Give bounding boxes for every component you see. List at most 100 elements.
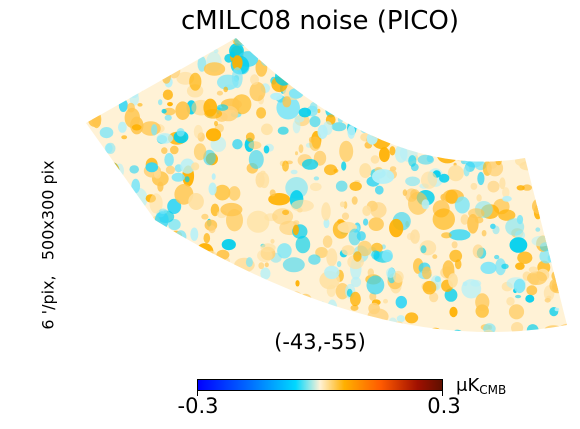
noise-blob (332, 40, 337, 46)
noise-blob (86, 283, 87, 292)
noise-blob (79, 50, 86, 55)
noise-blob (493, 71, 502, 80)
noise-blob (223, 266, 232, 276)
noise-blob (140, 221, 146, 228)
noise-blob (449, 306, 458, 318)
noise-blob (525, 38, 549, 50)
noise-blob (448, 115, 458, 125)
noise-blob (282, 257, 305, 273)
noise-blob (395, 79, 413, 94)
noise-blob (168, 219, 181, 231)
noise-blob (131, 178, 141, 194)
noise-blob (537, 87, 556, 108)
noise-blob (535, 227, 541, 232)
noise-blob (465, 140, 487, 157)
noise-blob (167, 102, 173, 107)
noise-blob (447, 165, 464, 182)
noise-blob (126, 28, 133, 34)
noise-blob (191, 162, 200, 171)
noise-blob (291, 199, 314, 212)
noise-blob (420, 245, 427, 254)
noise-blob (118, 98, 128, 112)
noise-blob (95, 267, 103, 275)
noise-blob (157, 282, 170, 300)
noise-blob (194, 295, 199, 304)
noise-blob (478, 110, 488, 121)
noise-blob (309, 304, 324, 323)
noise-blob (263, 145, 270, 154)
noise-blob (270, 238, 275, 244)
noise-blob (528, 266, 538, 273)
noise-blob (86, 63, 107, 79)
noise-blob (110, 297, 123, 313)
noise-blob (420, 62, 426, 69)
noise-blob (545, 125, 562, 145)
noise-blob (331, 122, 347, 132)
noise-blob (174, 38, 180, 39)
noise-blob (421, 199, 430, 210)
noise-blob (135, 70, 146, 81)
noise-blob (511, 127, 519, 133)
noise-blob (454, 196, 470, 214)
noise-blob (445, 189, 458, 205)
noise-blob (99, 165, 109, 182)
noise-blob (381, 249, 393, 262)
noise-blob (114, 241, 124, 256)
noise-blob (103, 206, 110, 217)
noise-blob (485, 53, 493, 61)
noise-blob (464, 133, 482, 147)
noise-blob (296, 49, 305, 58)
noise-blob (521, 42, 532, 54)
noise-blob (214, 269, 228, 280)
noise-blob (221, 239, 236, 251)
noise-blob (525, 294, 535, 303)
noise-blob (443, 91, 450, 101)
noise-blob (271, 38, 279, 44)
noise-blob (164, 153, 174, 167)
noise-blob (176, 274, 190, 283)
noise-blob (251, 312, 259, 320)
noise-blob (340, 32, 345, 36)
noise-blob (125, 216, 137, 227)
noise-blob (527, 53, 540, 63)
unit-subscript: CMB (479, 383, 507, 397)
noise-blob (147, 321, 158, 332)
noise-blob (449, 329, 466, 332)
noise-blob (483, 323, 496, 332)
noise-blob (547, 199, 553, 205)
noise-blob (86, 195, 93, 210)
noise-blob (441, 232, 452, 239)
noise-blob (130, 71, 148, 84)
noise-blob (106, 63, 116, 78)
noise-blob (516, 185, 525, 191)
noise-blob (206, 250, 217, 261)
noise-blob (169, 259, 182, 267)
noise-blob (370, 77, 374, 81)
noise-blob (175, 101, 191, 120)
noise-blob (551, 62, 562, 75)
noise-blob (402, 189, 408, 197)
noise-blob (300, 318, 304, 324)
noise-blob (161, 70, 171, 84)
noise-blob (186, 334, 191, 338)
noise-blob (272, 26, 279, 36)
noise-blob (356, 66, 370, 77)
noise-blob (338, 38, 352, 48)
noise-blob (460, 214, 469, 225)
noise-blob (366, 275, 385, 295)
noise-blob (532, 198, 545, 214)
noise-blob (405, 29, 411, 34)
noise-blob (277, 126, 289, 135)
noise-blob (409, 100, 415, 104)
noise-blob (115, 300, 120, 306)
noise-blob (114, 266, 126, 278)
noise-blob (522, 184, 532, 191)
noise-blob (459, 122, 474, 133)
noise-blob (295, 235, 311, 254)
noise-blob (216, 90, 223, 96)
noise-blob (336, 261, 342, 268)
noise-blob (109, 232, 123, 248)
noise-blob (508, 304, 525, 320)
noise-blob (517, 73, 524, 81)
noise-blob (353, 107, 372, 126)
